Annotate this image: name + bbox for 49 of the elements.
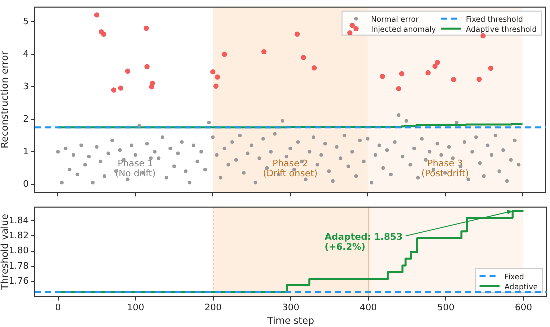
y-tick-label: 1.84 (8, 216, 30, 226)
y-tick-label: 1.82 (8, 232, 29, 242)
y-tick-label: 0 (23, 180, 30, 190)
point (350, 22, 356, 28)
point (125, 68, 131, 74)
y-axis-title: Threshold value (0, 214, 12, 291)
x-tick-label: 300 (282, 304, 300, 314)
y-tick-label: 2 (23, 114, 29, 125)
point (262, 49, 267, 55)
point (210, 69, 216, 75)
point (94, 12, 100, 18)
x-tick-label: 500 (438, 304, 456, 314)
point (348, 30, 353, 36)
point (396, 86, 402, 92)
y-tick-label: 1.78 (8, 262, 30, 272)
annotation: Adapted: 1.853 (+6.2%) (324, 233, 403, 254)
y-tick-label: 1.76 (8, 276, 30, 287)
x-tick-label: 600 (515, 304, 533, 314)
x-tick-label: 100 (127, 304, 145, 314)
point (426, 70, 431, 76)
x-tick-label: 0 (55, 304, 62, 314)
point (488, 66, 494, 72)
y-tick-label: 1 (23, 147, 29, 158)
point (101, 32, 107, 37)
y-tick-label: 5 (23, 17, 29, 28)
point (150, 80, 156, 86)
y-tick-label: 3 (23, 82, 29, 92)
point (214, 84, 219, 89)
y-tick-label: 1.80 (8, 246, 30, 257)
point (399, 71, 405, 77)
point (301, 55, 306, 60)
point (312, 66, 318, 71)
point (432, 64, 438, 70)
x-tick-label: 400 (360, 304, 378, 314)
point (215, 74, 220, 80)
point (294, 32, 300, 37)
point (222, 52, 228, 58)
y-axis-title: Reconstruction error (0, 51, 12, 149)
x-tick-label: 200 (204, 304, 222, 314)
point (144, 64, 150, 70)
point (111, 88, 117, 93)
point (380, 74, 386, 80)
x-axis-title: Time step (266, 316, 314, 327)
point (435, 60, 440, 66)
point (476, 76, 482, 82)
y-tick-label: 4 (23, 50, 30, 60)
point (451, 77, 456, 82)
point (144, 26, 150, 32)
point (118, 86, 124, 91)
